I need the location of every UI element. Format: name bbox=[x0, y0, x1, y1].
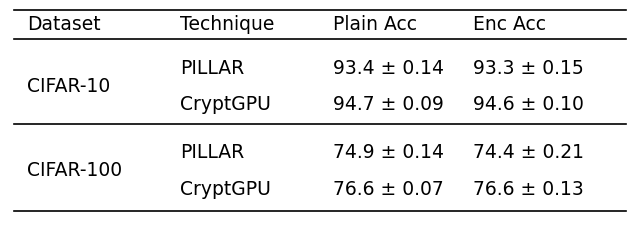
Text: Plain Acc: Plain Acc bbox=[333, 15, 417, 34]
Text: 76.6 ± 0.13: 76.6 ± 0.13 bbox=[473, 180, 584, 199]
Text: 93.4 ± 0.14: 93.4 ± 0.14 bbox=[333, 59, 444, 77]
Text: 74.9 ± 0.14: 74.9 ± 0.14 bbox=[333, 143, 444, 162]
Text: CryptGPU: CryptGPU bbox=[180, 95, 271, 114]
Text: Enc Acc: Enc Acc bbox=[473, 15, 546, 34]
Text: 94.6 ± 0.10: 94.6 ± 0.10 bbox=[473, 95, 584, 114]
Text: 76.6 ± 0.07: 76.6 ± 0.07 bbox=[333, 180, 444, 199]
Text: 94.7 ± 0.09: 94.7 ± 0.09 bbox=[333, 95, 444, 114]
Text: Technique: Technique bbox=[180, 15, 274, 34]
Text: CIFAR-100: CIFAR-100 bbox=[27, 161, 122, 181]
Text: 74.4 ± 0.21: 74.4 ± 0.21 bbox=[473, 143, 584, 162]
Text: PILLAR: PILLAR bbox=[180, 143, 244, 162]
Text: PILLAR: PILLAR bbox=[180, 59, 244, 77]
Text: 93.3 ± 0.15: 93.3 ± 0.15 bbox=[473, 59, 584, 77]
Text: CIFAR-10: CIFAR-10 bbox=[27, 77, 110, 96]
Text: CryptGPU: CryptGPU bbox=[180, 180, 271, 199]
Text: Dataset: Dataset bbox=[27, 15, 100, 34]
